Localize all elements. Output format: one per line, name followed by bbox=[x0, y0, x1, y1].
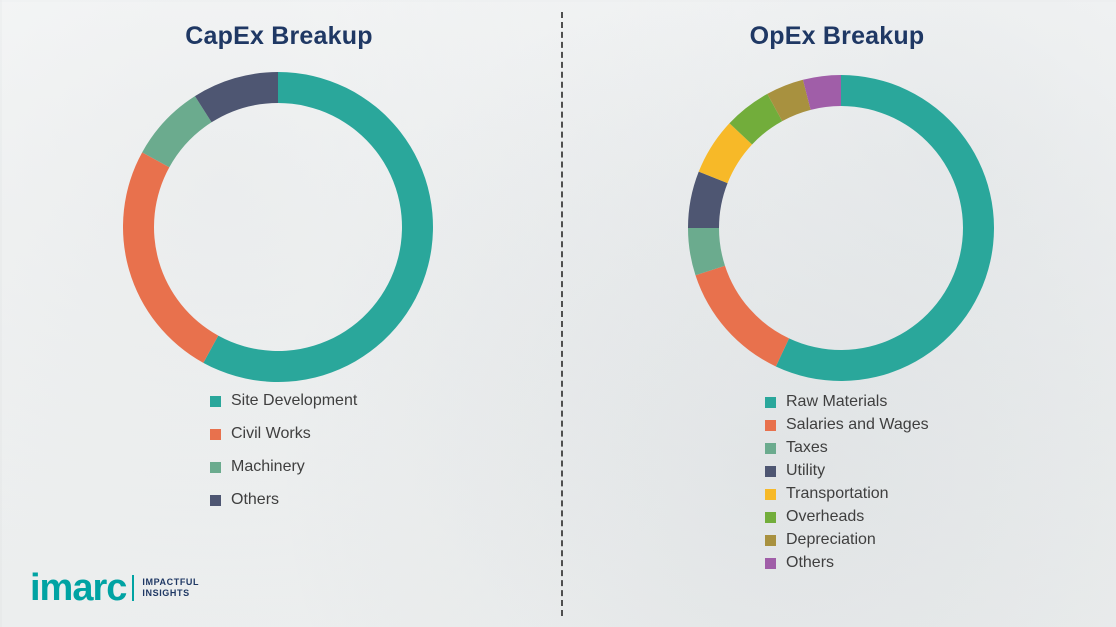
opex-chart-title: OpEx Breakup bbox=[749, 22, 925, 50]
capex-chart-title: CapEx Breakup bbox=[185, 22, 373, 50]
donut-segment-civil-works bbox=[123, 152, 219, 363]
legend-swatch bbox=[210, 461, 221, 473]
donut-segment-salaries-and-wages bbox=[695, 265, 790, 367]
legend-label: Raw Materials bbox=[786, 393, 888, 410]
capex-legend: Site Development Civil Works Machinery Othe… bbox=[210, 392, 357, 524]
legend-swatch bbox=[765, 419, 776, 431]
legend-label: Others bbox=[231, 491, 280, 508]
legend-swatch bbox=[765, 557, 776, 569]
imarc-tagline-line1: IMPACTFUL bbox=[142, 576, 200, 587]
legend-swatch bbox=[765, 465, 776, 477]
imarc-tagline-line2: INSIGHTS bbox=[142, 588, 190, 598]
legend-item: Salaries and Wages bbox=[765, 416, 929, 434]
imarc-logo: imarc IMPACTFUL INSIGHTS bbox=[30, 569, 199, 607]
donut-segment-site-development bbox=[203, 72, 433, 382]
legend-item: Others bbox=[210, 491, 357, 509]
legend-swatch bbox=[765, 442, 776, 454]
legend-label: Taxes bbox=[786, 439, 828, 456]
capex-panel: CapEx Breakup bbox=[185, 22, 373, 50]
imarc-logo-divider bbox=[132, 575, 135, 601]
legend-label: Transportation bbox=[786, 485, 889, 502]
legend-item: Civil Works bbox=[210, 425, 357, 443]
legend-item: Machinery bbox=[210, 458, 357, 476]
legend-label: Utility bbox=[786, 462, 826, 479]
donut-segment-taxes bbox=[688, 228, 725, 276]
legend-item: Overheads bbox=[765, 508, 929, 526]
opex-panel: OpEx Breakup bbox=[558, 0, 1116, 627]
donut-segment-overheads bbox=[729, 93, 783, 145]
donut-segment-depreciation bbox=[767, 79, 811, 122]
legend-item: Site Development bbox=[210, 392, 357, 410]
legend-item: Transportation bbox=[765, 485, 929, 503]
legend-label: Civil Works bbox=[231, 425, 311, 442]
legend-label: Overheads bbox=[786, 508, 865, 525]
donut-segment-utility bbox=[688, 171, 728, 228]
legend-item: Utility bbox=[765, 462, 929, 480]
legend-label: Site Development bbox=[231, 392, 358, 409]
legend-label: Depreciation bbox=[786, 531, 876, 548]
imarc-logo-wordmark: imarc bbox=[30, 567, 127, 609]
donut-segment-raw-materials bbox=[775, 75, 994, 381]
donut-segment-transportation bbox=[698, 123, 753, 184]
legend-swatch bbox=[210, 494, 221, 506]
legend-label: Others bbox=[786, 554, 835, 571]
legend-item: Others bbox=[765, 554, 929, 572]
legend-item: Raw Materials bbox=[765, 393, 929, 411]
legend-label: Machinery bbox=[231, 458, 305, 475]
legend-swatch bbox=[210, 395, 221, 407]
donut-segment-machinery bbox=[142, 96, 212, 168]
legend-swatch bbox=[765, 511, 776, 523]
legend-label: Salaries and Wages bbox=[786, 416, 929, 433]
legend-item: Taxes bbox=[765, 439, 929, 457]
imarc-logo-tagline: IMPACTFUL INSIGHTS bbox=[142, 577, 199, 600]
donut-segment-others bbox=[194, 72, 278, 123]
opex-donut-chart bbox=[688, 75, 994, 381]
vertical-dashed-divider bbox=[561, 12, 563, 616]
legend-item: Depreciation bbox=[765, 531, 929, 549]
legend-swatch bbox=[765, 534, 776, 546]
legend-swatch bbox=[765, 488, 776, 500]
legend-swatch bbox=[765, 396, 776, 408]
opex-legend: Raw Materials Salaries and Wages Taxes Util… bbox=[765, 393, 929, 577]
capex-donut-chart bbox=[123, 72, 433, 382]
legend-swatch bbox=[210, 428, 221, 440]
donut-segment-others bbox=[802, 75, 841, 110]
